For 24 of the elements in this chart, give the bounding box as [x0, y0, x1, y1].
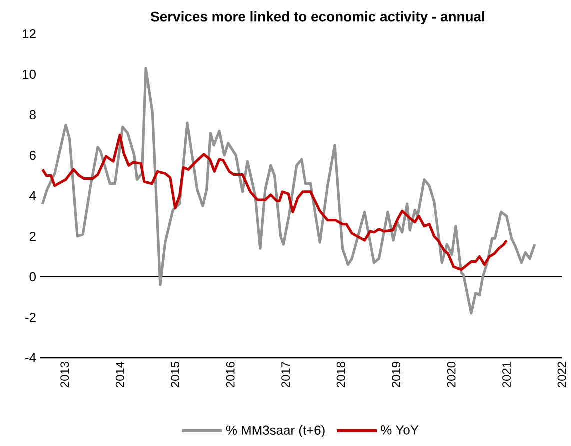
- x-tick-label: 2020: [447, 362, 456, 388]
- x-tick-label: 2021: [502, 362, 511, 388]
- y-tick-label: 6: [30, 150, 36, 160]
- legend-label: % MM3saar (t+6): [226, 425, 325, 438]
- x-tick-label: 2016: [226, 362, 235, 388]
- y-tick-label: 2: [30, 232, 36, 242]
- y-tick-label: 12: [23, 29, 36, 39]
- chart-title: Services more linked to economic activity - annual: [150, 11, 484, 24]
- x-tick-label: 2019: [392, 362, 401, 388]
- line-series: [41, 134, 508, 272]
- y-tick-label: 4: [30, 192, 36, 200]
- x-tick-label: 2017: [282, 362, 290, 388]
- x-tick-label: 2018: [336, 362, 346, 388]
- line-series: [41, 67, 536, 315]
- x-tick-label: 2013: [60, 362, 70, 388]
- legend-label: % YoY: [381, 426, 419, 435]
- y-tick-label: 0: [30, 272, 36, 282]
- y-tick-label: 10: [23, 70, 36, 80]
- x-tick-label: 2022: [558, 362, 566, 388]
- x-tick-label: 2015: [171, 362, 180, 388]
- y-tick-label: 8: [30, 110, 36, 120]
- y-tick-label: -2: [26, 312, 36, 322]
- y-tick-label: -4: [26, 354, 36, 362]
- x-tick-label: 2014: [116, 362, 124, 388]
